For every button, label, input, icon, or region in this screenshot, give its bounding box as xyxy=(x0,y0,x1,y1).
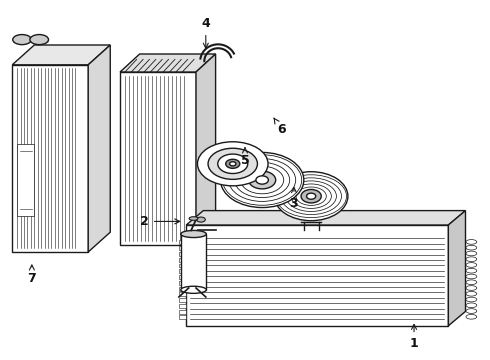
Bar xyxy=(179,310,186,314)
Ellipse shape xyxy=(466,263,477,267)
Text: 5: 5 xyxy=(241,148,249,167)
Text: 7: 7 xyxy=(27,265,36,285)
Ellipse shape xyxy=(466,274,477,279)
Bar xyxy=(179,315,186,319)
Bar xyxy=(179,275,186,279)
Ellipse shape xyxy=(466,257,477,261)
Ellipse shape xyxy=(466,246,477,250)
Polygon shape xyxy=(181,234,206,290)
Polygon shape xyxy=(186,211,465,225)
Bar xyxy=(179,258,186,262)
Ellipse shape xyxy=(181,286,206,293)
Ellipse shape xyxy=(466,240,477,244)
Ellipse shape xyxy=(208,148,257,179)
Polygon shape xyxy=(13,39,31,43)
Polygon shape xyxy=(30,39,49,43)
Text: 4: 4 xyxy=(201,17,210,48)
Ellipse shape xyxy=(466,286,477,290)
Ellipse shape xyxy=(256,176,269,184)
Ellipse shape xyxy=(248,171,276,189)
Ellipse shape xyxy=(220,152,304,207)
Ellipse shape xyxy=(218,154,248,174)
Ellipse shape xyxy=(466,292,477,296)
Bar xyxy=(179,304,186,308)
Bar xyxy=(179,264,186,267)
Ellipse shape xyxy=(466,269,477,273)
Polygon shape xyxy=(186,225,448,326)
Bar xyxy=(179,281,186,285)
Ellipse shape xyxy=(466,251,477,256)
Ellipse shape xyxy=(466,315,477,319)
Ellipse shape xyxy=(466,303,477,307)
Ellipse shape xyxy=(466,309,477,313)
Polygon shape xyxy=(120,72,196,245)
Text: 3: 3 xyxy=(290,188,298,210)
Ellipse shape xyxy=(466,297,477,302)
Ellipse shape xyxy=(30,35,49,45)
Bar xyxy=(179,298,186,302)
Polygon shape xyxy=(12,45,110,65)
Polygon shape xyxy=(196,54,216,245)
Polygon shape xyxy=(12,65,88,252)
Ellipse shape xyxy=(13,35,31,45)
Bar xyxy=(179,246,186,250)
Ellipse shape xyxy=(274,172,348,221)
Ellipse shape xyxy=(196,217,205,222)
Ellipse shape xyxy=(189,217,198,220)
Ellipse shape xyxy=(301,189,321,203)
Polygon shape xyxy=(120,54,216,72)
Bar xyxy=(179,252,186,256)
Ellipse shape xyxy=(226,159,240,168)
Bar xyxy=(179,240,186,244)
Polygon shape xyxy=(17,144,34,216)
Ellipse shape xyxy=(466,280,477,284)
Bar xyxy=(179,292,186,296)
Text: 1: 1 xyxy=(410,324,418,350)
Ellipse shape xyxy=(197,142,268,186)
Polygon shape xyxy=(88,45,110,252)
Ellipse shape xyxy=(181,230,206,238)
Ellipse shape xyxy=(230,162,236,166)
Polygon shape xyxy=(448,211,466,326)
Ellipse shape xyxy=(307,193,316,199)
Bar xyxy=(179,269,186,273)
Text: 6: 6 xyxy=(274,118,286,136)
Text: 2: 2 xyxy=(140,215,180,228)
Bar xyxy=(179,287,186,291)
